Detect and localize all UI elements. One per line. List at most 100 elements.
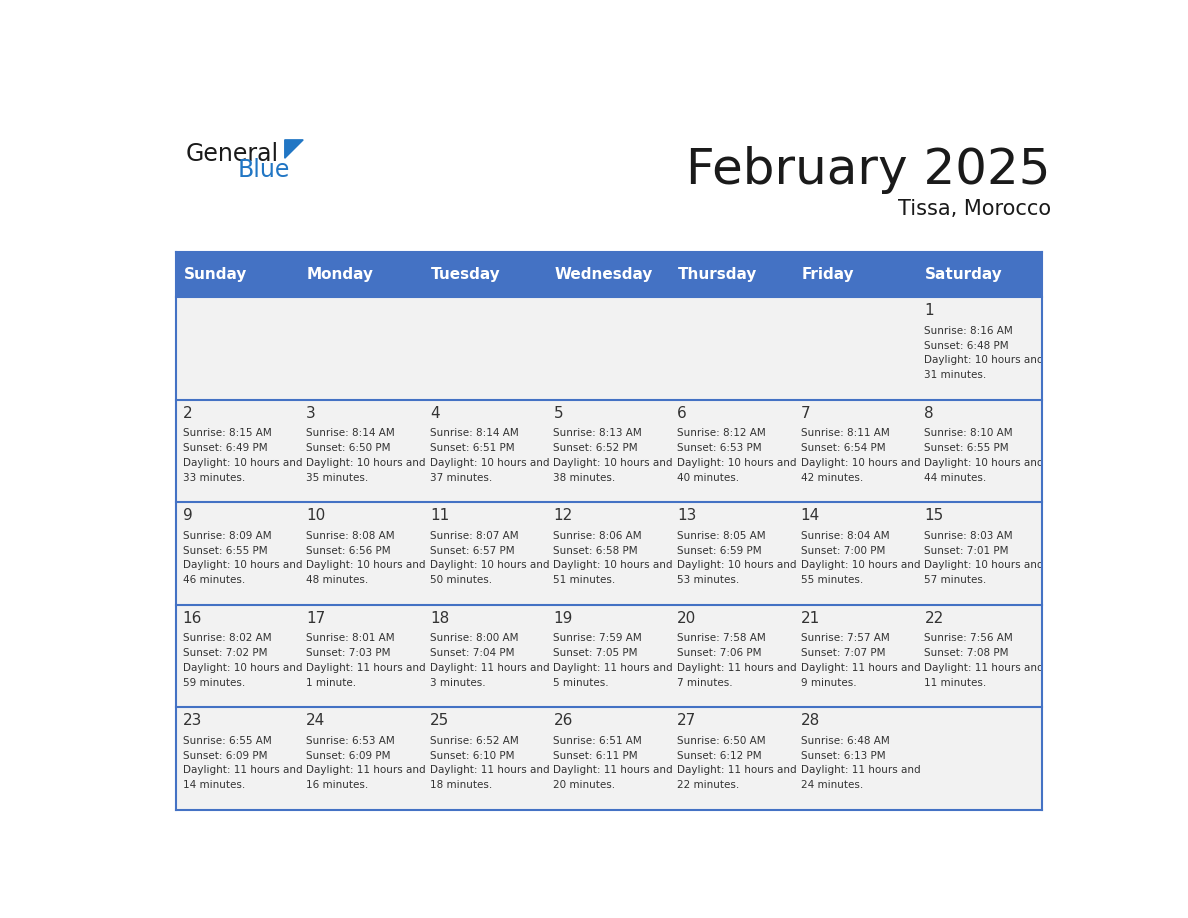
Text: Daylight: 11 hours and: Daylight: 11 hours and — [801, 766, 921, 776]
Text: Daylight: 10 hours and: Daylight: 10 hours and — [183, 458, 302, 468]
Text: Monday: Monday — [308, 267, 374, 282]
Bar — [176, 400, 1042, 502]
Text: 19: 19 — [554, 610, 573, 625]
Text: Sunrise: 6:55 AM: Sunrise: 6:55 AM — [183, 735, 271, 745]
Text: Sunset: 7:00 PM: Sunset: 7:00 PM — [801, 545, 885, 555]
Text: Sunrise: 6:51 AM: Sunrise: 6:51 AM — [554, 735, 643, 745]
Text: Sunrise: 8:15 AM: Sunrise: 8:15 AM — [183, 428, 271, 438]
Text: 22: 22 — [924, 610, 943, 625]
Text: Sunrise: 8:10 AM: Sunrise: 8:10 AM — [924, 428, 1013, 438]
Text: Daylight: 10 hours and: Daylight: 10 hours and — [430, 458, 549, 468]
Text: Daylight: 10 hours and: Daylight: 10 hours and — [307, 458, 425, 468]
Text: Tissa, Morocco: Tissa, Morocco — [898, 198, 1051, 218]
Text: Daylight: 11 hours and: Daylight: 11 hours and — [307, 766, 425, 776]
Text: 59 minutes.: 59 minutes. — [183, 677, 245, 688]
Text: Daylight: 11 hours and: Daylight: 11 hours and — [430, 663, 550, 673]
Text: Sunday: Sunday — [183, 267, 247, 282]
Text: Sunset: 7:03 PM: Sunset: 7:03 PM — [307, 648, 391, 658]
Text: Sunset: 6:11 PM: Sunset: 6:11 PM — [554, 751, 638, 761]
Text: 20 minutes.: 20 minutes. — [554, 780, 615, 790]
Text: Friday: Friday — [802, 267, 854, 282]
Text: 44 minutes.: 44 minutes. — [924, 473, 987, 483]
Text: 57 minutes.: 57 minutes. — [924, 576, 987, 586]
Text: 24 minutes.: 24 minutes. — [801, 780, 862, 790]
Text: 16 minutes.: 16 minutes. — [307, 780, 368, 790]
Text: Sunset: 6:09 PM: Sunset: 6:09 PM — [307, 751, 391, 761]
Text: 4: 4 — [430, 406, 440, 420]
Text: Sunset: 6:58 PM: Sunset: 6:58 PM — [554, 545, 638, 555]
Text: Daylight: 11 hours and: Daylight: 11 hours and — [183, 766, 302, 776]
Text: Daylight: 10 hours and: Daylight: 10 hours and — [924, 355, 1044, 365]
Text: 3: 3 — [307, 406, 316, 420]
Text: Sunrise: 7:57 AM: Sunrise: 7:57 AM — [801, 633, 890, 644]
Text: Sunrise: 8:13 AM: Sunrise: 8:13 AM — [554, 428, 643, 438]
Text: Sunset: 6:55 PM: Sunset: 6:55 PM — [924, 443, 1009, 453]
Text: Sunrise: 8:12 AM: Sunrise: 8:12 AM — [677, 428, 766, 438]
Text: 40 minutes.: 40 minutes. — [677, 473, 739, 483]
Text: 18: 18 — [430, 610, 449, 625]
Text: 17: 17 — [307, 610, 326, 625]
Text: 1: 1 — [924, 303, 934, 319]
Text: Sunset: 6:57 PM: Sunset: 6:57 PM — [430, 545, 514, 555]
Text: Sunrise: 8:14 AM: Sunrise: 8:14 AM — [430, 428, 519, 438]
Text: Sunset: 6:13 PM: Sunset: 6:13 PM — [801, 751, 885, 761]
Text: 3 minutes.: 3 minutes. — [430, 677, 486, 688]
Text: Sunset: 6:12 PM: Sunset: 6:12 PM — [677, 751, 762, 761]
Text: Thursday: Thursday — [678, 267, 758, 282]
Text: 9: 9 — [183, 509, 192, 523]
Text: Sunset: 6:56 PM: Sunset: 6:56 PM — [307, 545, 391, 555]
Text: Sunrise: 7:58 AM: Sunrise: 7:58 AM — [677, 633, 766, 644]
Text: 6: 6 — [677, 406, 687, 420]
Text: 35 minutes.: 35 minutes. — [307, 473, 368, 483]
Text: Sunrise: 8:09 AM: Sunrise: 8:09 AM — [183, 531, 271, 541]
Text: 8: 8 — [924, 406, 934, 420]
Text: 10: 10 — [307, 509, 326, 523]
Text: Daylight: 10 hours and: Daylight: 10 hours and — [801, 560, 921, 570]
Text: Daylight: 10 hours and: Daylight: 10 hours and — [801, 458, 921, 468]
Text: 24: 24 — [307, 713, 326, 728]
Text: Sunrise: 8:16 AM: Sunrise: 8:16 AM — [924, 326, 1013, 336]
Text: Daylight: 11 hours and: Daylight: 11 hours and — [430, 766, 550, 776]
Text: 15: 15 — [924, 509, 943, 523]
Text: 37 minutes.: 37 minutes. — [430, 473, 492, 483]
Text: Tuesday: Tuesday — [431, 267, 500, 282]
Text: Sunrise: 7:59 AM: Sunrise: 7:59 AM — [554, 633, 643, 644]
Text: 7 minutes.: 7 minutes. — [677, 677, 733, 688]
Text: 25: 25 — [430, 713, 449, 728]
Text: Daylight: 10 hours and: Daylight: 10 hours and — [924, 560, 1044, 570]
Bar — [176, 252, 1042, 297]
Text: Sunset: 6:50 PM: Sunset: 6:50 PM — [307, 443, 391, 453]
Text: Daylight: 11 hours and: Daylight: 11 hours and — [554, 663, 674, 673]
Text: Sunrise: 8:00 AM: Sunrise: 8:00 AM — [430, 633, 518, 644]
Text: Wednesday: Wednesday — [555, 267, 652, 282]
Text: Blue: Blue — [238, 158, 290, 182]
Text: Sunset: 7:05 PM: Sunset: 7:05 PM — [554, 648, 638, 658]
Polygon shape — [285, 140, 303, 158]
Text: 53 minutes.: 53 minutes. — [677, 576, 739, 586]
Text: Sunset: 7:02 PM: Sunset: 7:02 PM — [183, 648, 267, 658]
Text: Sunset: 7:07 PM: Sunset: 7:07 PM — [801, 648, 885, 658]
Text: 18 minutes.: 18 minutes. — [430, 780, 492, 790]
Text: Sunset: 6:49 PM: Sunset: 6:49 PM — [183, 443, 267, 453]
Text: Daylight: 10 hours and: Daylight: 10 hours and — [924, 458, 1044, 468]
Text: 13: 13 — [677, 509, 696, 523]
Text: 20: 20 — [677, 610, 696, 625]
Text: 55 minutes.: 55 minutes. — [801, 576, 862, 586]
Text: Sunrise: 6:52 AM: Sunrise: 6:52 AM — [430, 735, 519, 745]
Text: 5: 5 — [554, 406, 563, 420]
Text: Sunset: 6:59 PM: Sunset: 6:59 PM — [677, 545, 762, 555]
Text: Daylight: 10 hours and: Daylight: 10 hours and — [183, 663, 302, 673]
Text: Daylight: 11 hours and: Daylight: 11 hours and — [801, 663, 921, 673]
Text: Sunrise: 8:04 AM: Sunrise: 8:04 AM — [801, 531, 890, 541]
Text: 21: 21 — [801, 610, 820, 625]
Text: Daylight: 11 hours and: Daylight: 11 hours and — [307, 663, 425, 673]
Text: 26: 26 — [554, 713, 573, 728]
Text: Daylight: 10 hours and: Daylight: 10 hours and — [677, 458, 797, 468]
Bar — [176, 708, 1042, 810]
Text: 27: 27 — [677, 713, 696, 728]
Text: 31 minutes.: 31 minutes. — [924, 370, 987, 380]
Bar — [176, 502, 1042, 605]
Text: Daylight: 11 hours and: Daylight: 11 hours and — [924, 663, 1044, 673]
Text: 23: 23 — [183, 713, 202, 728]
Text: Sunrise: 8:08 AM: Sunrise: 8:08 AM — [307, 531, 394, 541]
